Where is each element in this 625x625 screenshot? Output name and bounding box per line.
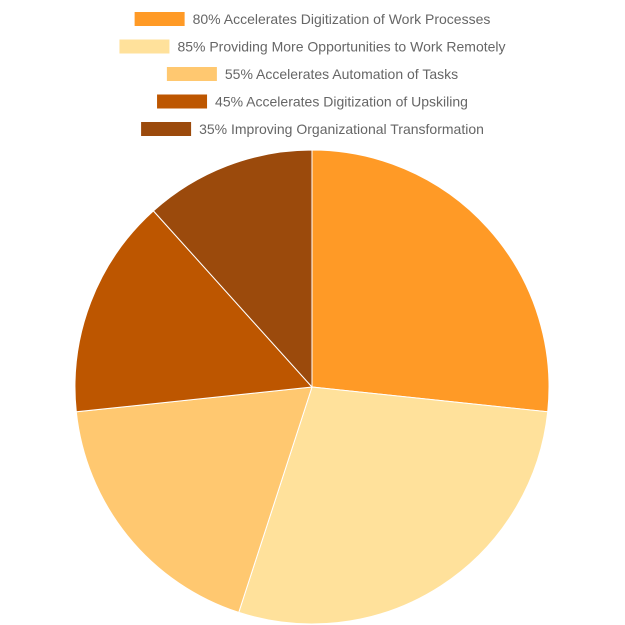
pie-slice[interactable] <box>74 210 314 413</box>
legend-item[interactable]: 45% Accelerates Digitization of Upskilin… <box>157 94 468 110</box>
legend-swatch <box>166 67 217 81</box>
legend-label: 80% Accelerates Digitization of Work Pro… <box>193 11 491 27</box>
pie-slice[interactable] <box>311 149 550 413</box>
legend-label: 45% Accelerates Digitization of Upskilin… <box>215 94 468 110</box>
pie-slices <box>74 149 550 625</box>
pie-slice[interactable] <box>152 149 313 389</box>
chart-legend: 80% Accelerates Digitization of Work Pro… <box>119 11 506 137</box>
pie-slice[interactable] <box>75 386 313 614</box>
legend-item[interactable]: 55% Accelerates Automation of Tasks <box>166 66 458 82</box>
legend-swatch <box>141 122 192 136</box>
legend-swatch <box>119 39 170 54</box>
legend-item[interactable]: 85% Providing More Opportunities to Work… <box>119 39 506 55</box>
legend-item[interactable]: 80% Accelerates Digitization of Work Pro… <box>134 11 491 27</box>
legend-item[interactable]: 35% Improving Organizational Transformat… <box>141 121 484 137</box>
pie-slice[interactable] <box>238 386 549 625</box>
legend-label: 55% Accelerates Automation of Tasks <box>225 66 458 82</box>
legend-label: 85% Providing More Opportunities to Work… <box>177 39 505 55</box>
legend-swatch <box>134 12 185 26</box>
legend-label: 35% Improving Organizational Transformat… <box>199 121 484 137</box>
legend-swatch <box>157 94 208 109</box>
